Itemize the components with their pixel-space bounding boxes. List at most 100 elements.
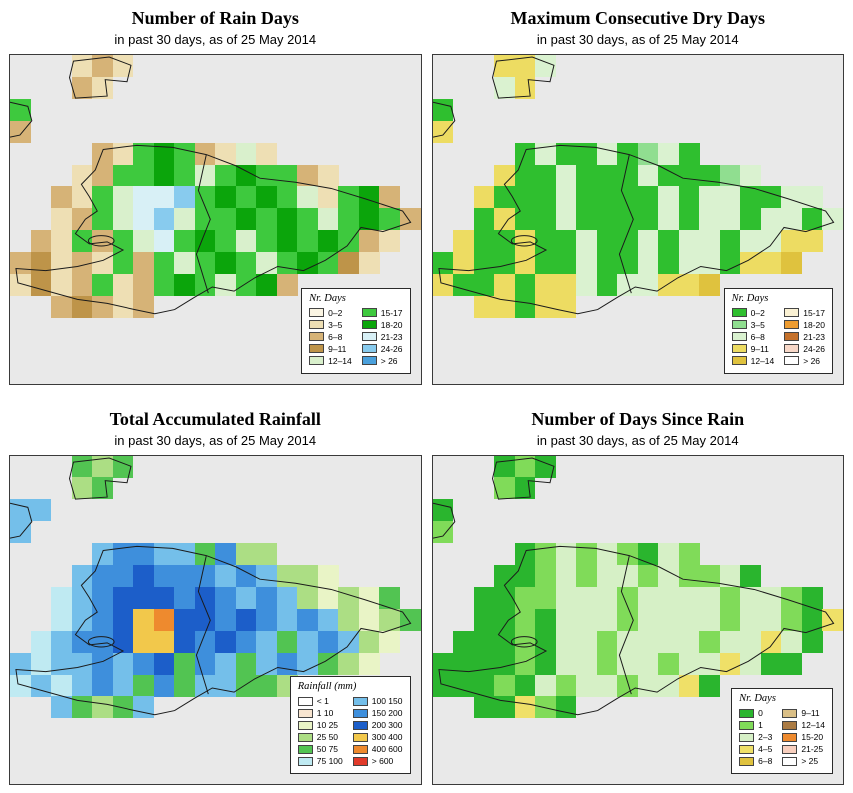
map-cell	[256, 208, 278, 231]
map-cell	[617, 674, 638, 697]
map-cell	[51, 674, 72, 697]
map-cell	[801, 630, 823, 653]
map-cell	[617, 186, 638, 209]
legend-swatch	[352, 720, 368, 730]
map-cell	[112, 252, 134, 275]
legend-swatch	[784, 320, 800, 329]
map-cell	[576, 252, 597, 275]
map-cell	[699, 274, 721, 297]
map-cell	[112, 186, 134, 209]
map-cell	[514, 586, 536, 609]
map-cell	[92, 608, 113, 631]
legend-label: 15-17	[803, 307, 825, 318]
legend-entry: 21-23	[784, 332, 825, 342]
legend-entry: 0–2	[731, 308, 775, 318]
map-cell	[194, 164, 216, 187]
panel-subtitle: in past 30 days, as of 25 May 2014	[114, 32, 317, 47]
map-cell	[379, 630, 401, 653]
map-cell	[92, 543, 113, 566]
map-cell	[71, 565, 93, 588]
map-cell	[617, 543, 638, 566]
map-cell	[256, 630, 278, 653]
legend-column: 0 1 2–3 4–5 6–8	[739, 707, 772, 767]
map-cell	[317, 186, 339, 209]
map-cell	[215, 274, 236, 297]
map-cell	[658, 142, 679, 165]
map-cell	[555, 543, 577, 566]
map-cell	[740, 208, 762, 231]
map-cell	[555, 274, 577, 297]
map-cell	[494, 186, 515, 209]
map-cell	[781, 230, 803, 253]
map-cell	[276, 586, 298, 609]
map-cell	[678, 142, 700, 165]
map-cell	[215, 252, 236, 275]
map-cell	[174, 630, 195, 653]
map-cell	[514, 630, 536, 653]
page-title: Number of Rain Days	[131, 8, 299, 28]
map-cell	[10, 674, 31, 697]
map-cell	[297, 565, 319, 588]
map-cell	[194, 674, 216, 697]
map-cell	[617, 586, 638, 609]
map-cell	[51, 208, 72, 231]
map-cell	[338, 586, 360, 609]
map-cell	[596, 630, 618, 653]
map-cell	[235, 208, 257, 231]
map-cell	[174, 164, 195, 187]
map-cell	[194, 586, 216, 609]
map-cell	[637, 608, 659, 631]
map-cell	[358, 230, 380, 253]
legend-label: 400 600	[371, 744, 403, 754]
map-cell	[358, 608, 380, 631]
map-cell	[51, 295, 72, 318]
legend-title: Nr. Days	[731, 292, 769, 304]
map-cell	[576, 652, 597, 675]
map-cell	[174, 252, 195, 275]
map-cell	[92, 674, 113, 697]
map-cell	[133, 252, 154, 275]
legend-swatch	[309, 356, 325, 365]
map-cell	[494, 608, 515, 631]
legend-entry: 3–5	[309, 320, 352, 330]
map-cell	[133, 186, 154, 209]
map-cell	[514, 186, 536, 209]
map-cell	[781, 608, 803, 631]
map-cell	[576, 274, 597, 297]
map-cell	[658, 230, 679, 253]
map-cell	[71, 164, 93, 187]
map-cell	[112, 630, 134, 653]
legend-swatch	[731, 308, 747, 317]
legend-swatch	[297, 696, 313, 706]
map-cell	[133, 565, 154, 588]
map-cell	[494, 565, 515, 588]
legend-swatch	[782, 744, 798, 754]
map-cell	[781, 630, 803, 653]
map-cell	[51, 696, 72, 719]
legend-entry: 9–11	[309, 344, 352, 354]
map-cell	[112, 652, 134, 675]
legend-swatch	[352, 732, 368, 742]
map-cell	[71, 586, 93, 609]
map-cell	[535, 208, 556, 231]
map-cell	[317, 586, 339, 609]
legend-swatch	[309, 332, 325, 341]
legend-column: 15-17 18-20 21-23 24-26 > 26	[784, 307, 825, 367]
map-cell	[494, 696, 515, 719]
map-cell	[276, 186, 298, 209]
map-cell	[719, 586, 741, 609]
legend-entry: 24-26	[361, 344, 403, 354]
panel-subtitle: in past 30 days, as of 25 May 2014	[536, 32, 739, 47]
map-cell	[194, 630, 216, 653]
map-cell	[740, 164, 762, 187]
map-cell	[92, 55, 113, 78]
map-cell	[535, 565, 556, 588]
map-cell	[276, 252, 298, 275]
map-cell	[71, 477, 93, 500]
legend-swatch	[352, 696, 368, 706]
legend-swatch	[352, 756, 368, 766]
map-cell	[92, 477, 113, 500]
legend-label: > 26	[803, 355, 821, 366]
map-cell	[256, 652, 278, 675]
map-cell	[699, 674, 721, 697]
